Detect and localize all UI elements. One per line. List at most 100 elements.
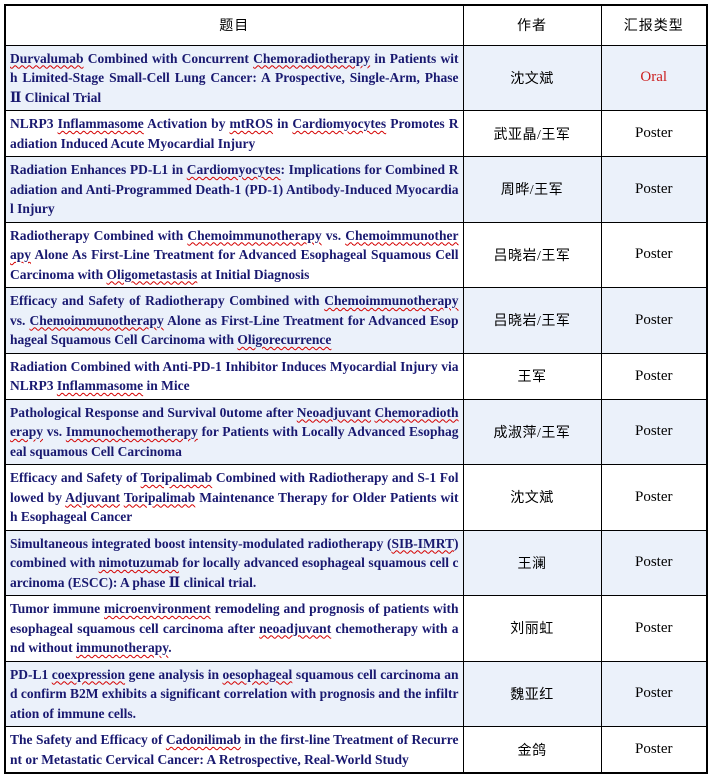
title-text: . [168,640,172,655]
title-text: Maintenance Therapy for Older Patients w… [10,489,459,525]
misspelled-word: Oligometastasis [106,266,198,282]
title-text: : Implications for Combined Radiation an… [10,162,459,216]
title-text: Radiotherapy Combined with [10,227,188,243]
misspelled-word: nimotuzumab [98,555,179,570]
misspelled-word: Adjuvant [65,489,121,505]
author-cell: 王军 [462,352,602,400]
title-text: ) combined with [10,535,459,571]
misspelled-word: Chemoimmunotherapy [10,227,459,263]
misspelled-word: Neoadjuvant [296,404,372,420]
table-row: The Safety and Efficacy of Cadonilimab i… [4,726,708,774]
title-text: in Patients with Limited-Stage Small-Cel… [10,50,459,105]
title-text: squamous cell carcinoma and confirm B2M … [10,666,459,721]
header-type-column: 汇报类型 [600,4,708,46]
misspelled-word: Chemoimmunotherapy [29,312,164,328]
title-text: PD-L1 [10,666,52,682]
title-text: Radiation Combined with Anti-PD-1 Inhibi… [10,358,459,394]
title-cell: Efficacy and Safety of Radiotherapy Comb… [4,287,464,354]
author-cell: 魏亚红 [462,660,602,727]
type-cell: Poster [600,156,708,223]
type-cell: Poster [600,464,708,531]
table-row: PD-L1 coexpression gene analysis in oeso… [4,660,708,727]
type-cell: Poster [600,595,708,662]
misspelled-word: Chemoimmunotherapy [187,227,322,243]
misspelled-word: oesophageal [222,666,293,682]
title-text: vs. [43,424,66,439]
misspelled-word: Oligorecurrence [237,332,332,347]
title-text: vs. [10,312,30,328]
author-cell: 吕晓岩/王军 [462,287,602,354]
table-header: 题目 作者 汇报类型 [4,4,708,46]
title-cell: Tumor immune microenvironment remodeling… [4,595,464,662]
title-text: NLRP3 [10,116,58,131]
title-text: Alone As First-Line Treatment for Advanc… [10,247,459,282]
title-cell: Pathological Response and Survival 0utom… [4,398,464,465]
title-text: Radiation Enhances PD-L1 in [10,162,187,177]
type-cell: Poster [600,287,708,354]
table-row: Radiation Enhances PD-L1 in Cardiomyocyt… [4,156,708,223]
title-cell: Efficacy and Safety of Toripalimab Combi… [4,464,464,531]
title-cell: PD-L1 coexpression gene analysis in oeso… [4,660,464,727]
title-cell: Simultaneous integrated boost intensity-… [4,529,464,596]
misspelled-word: Chemoradiotherapy [253,50,371,66]
misspelled-word: Inflammasome [56,378,144,393]
author-cell: 沈文斌 [462,464,602,531]
table-row: Radiotherapy Combined with Chemoimmunoth… [4,221,708,288]
title-cell: NLRP3 Inflammasome Activation by mtROS i… [4,110,464,157]
misspelled-word: Chemoradiotherapy [10,404,459,440]
misspelled-word: SIB-IMRT [391,535,454,551]
author-cell: 周晔/王军 [462,156,602,223]
title-text: Simultaneous integrated boost intensity-… [10,535,392,551]
table-row: Efficacy and Safety of Toripalimab Combi… [4,464,708,531]
type-cell: Poster [600,660,708,727]
title-text: Alone as First-Line Treatment for Advanc… [10,312,459,348]
misspelled-word: Chemoimmunotherapy [324,293,459,308]
title-text: remodeling and prognosis of patients wit… [10,601,459,636]
misspelled-word: Durvalumab [10,50,84,66]
title-text: Promotes Radiation Induced Acute Myocard… [10,116,459,151]
table-row: NLRP3 Inflammasome Activation by mtROS i… [4,110,708,157]
type-cell: Poster [600,221,708,288]
table-row: Tumor immune microenvironment remodeling… [4,595,708,662]
type-cell: Poster [600,398,708,465]
type-cell: Oral [600,44,708,111]
title-text: for Patients with Locally Advanced Esoph… [10,424,459,459]
title-text: chemotherapy with and without [10,620,459,656]
title-cell: Radiation Combined with Anti-PD-1 Inhibi… [4,352,464,400]
title-text: gene analysis in [125,666,223,682]
title-text: Combined with Radiotherapy and S-1 Follo… [10,470,459,505]
title-text: Tumor immune [10,601,105,616]
author-cell: 金鸽 [462,726,602,774]
title-cell: Durvalumab Combined with Concurrent Chem… [4,44,464,111]
title-text: Activation by [143,116,230,131]
header-row: 题目 作者 汇报类型 [4,4,708,46]
misspelled-word: Cadonilimab [165,732,241,747]
misspelled-word: Toripalimab [140,470,213,485]
title-cell: Radiation Enhances PD-L1 in Cardiomyocyt… [4,156,464,223]
author-cell: 王澜 [462,529,602,596]
author-cell: 成淑萍/王军 [462,398,602,465]
title-text: at Initial Diagnosis [197,266,310,282]
table-row: Simultaneous integrated boost intensity-… [4,529,708,596]
type-cell: Poster [600,726,708,774]
title-text: vs. [321,227,346,243]
author-cell: 武亚晶/王军 [462,110,602,157]
author-cell: 刘丽虹 [462,595,602,662]
type-cell: Poster [600,529,708,596]
misspelled-word: Cardiomyocytes [186,162,281,177]
type-cell: Poster [600,352,708,400]
author-cell: 沈文斌 [462,44,602,111]
title-cell: Radiotherapy Combined with Chemoimmunoth… [4,221,464,288]
table-row: Efficacy and Safety of Radiotherapy Comb… [4,287,708,354]
misspelled-word: Inflammasome [57,116,144,131]
misspelled-word: immunotherapy [76,640,169,655]
title-text: Combined with Concurrent [83,50,254,66]
misspelled-word: microenvironment [104,601,211,616]
misspelled-word: Cardiomyocytes [292,116,387,131]
table-row: Pathological Response and Survival 0utom… [4,398,708,465]
misspelled-word: Toripalimab [123,489,196,505]
title-cell: The Safety and Efficacy of Cadonilimab i… [4,726,464,774]
header-title-column: 题目 [4,4,464,46]
title-text: Efficacy and Safety of Radiotherapy Comb… [10,293,325,308]
